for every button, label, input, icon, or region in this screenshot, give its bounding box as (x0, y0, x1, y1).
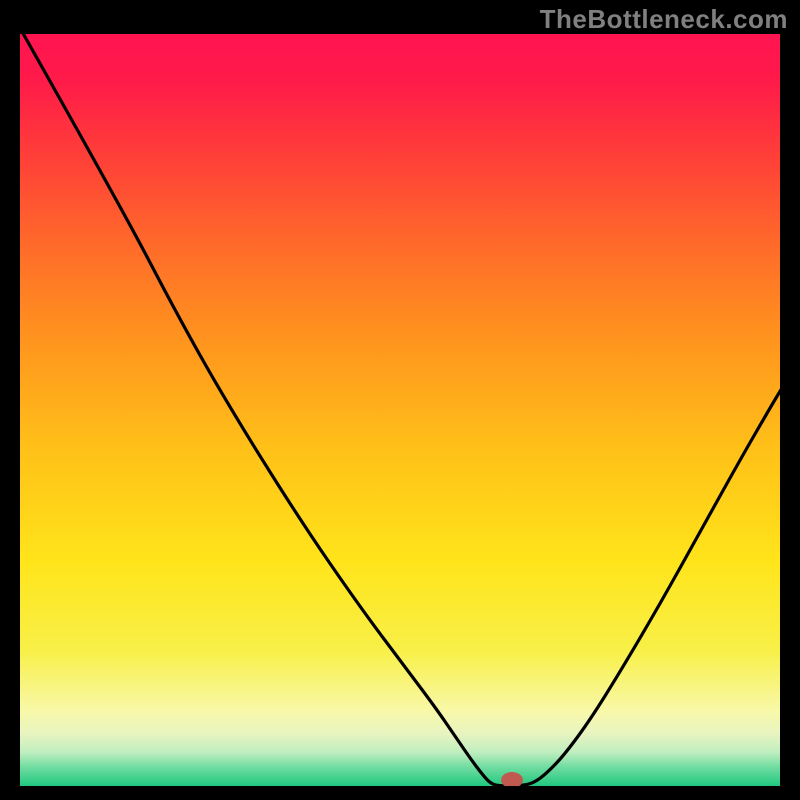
optimum-marker (501, 772, 523, 788)
plot-background-gradient (20, 34, 780, 786)
chart-svg (0, 0, 800, 800)
watermark-text: TheBottleneck.com (540, 4, 788, 35)
